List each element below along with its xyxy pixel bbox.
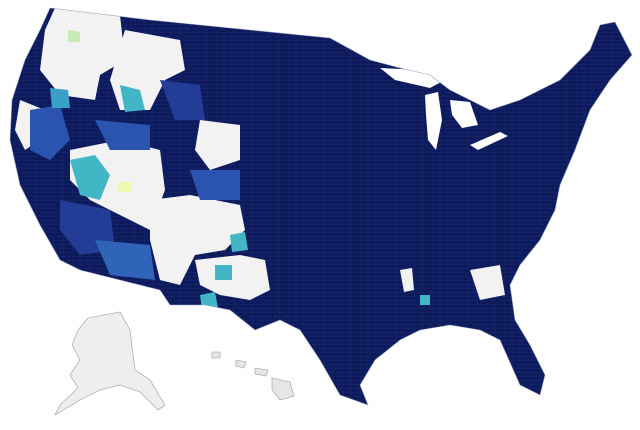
county-cluster [95, 120, 150, 150]
county-cluster [215, 265, 232, 280]
lake-superior [380, 68, 445, 88]
lake-michigan [425, 92, 442, 150]
hawaii-island [254, 367, 269, 377]
hawaii [211, 351, 295, 401]
county-cluster [30, 105, 70, 160]
county-cluster [68, 30, 80, 42]
no-data-region [400, 268, 414, 292]
county-cluster [50, 88, 70, 108]
no-data-region [195, 120, 240, 170]
hawaii-island [271, 377, 295, 401]
no-data-region [470, 265, 505, 300]
hawaii-island [211, 351, 221, 359]
alaska [54, 311, 166, 416]
us-outline [9, 7, 633, 406]
county-cluster [120, 85, 145, 112]
county-cluster [118, 182, 132, 192]
county-cluster [160, 80, 205, 120]
no-data-region [150, 195, 245, 285]
county-cluster [420, 295, 430, 305]
no-data-region [195, 255, 270, 300]
lake-huron [450, 100, 478, 128]
county-cluster [70, 155, 110, 200]
lake-erie [470, 132, 508, 150]
county-cluster [95, 240, 155, 280]
county-cluster [190, 170, 240, 200]
county-cluster [230, 232, 248, 252]
hawaii-island [235, 359, 247, 369]
no-data-region [40, 8, 125, 100]
